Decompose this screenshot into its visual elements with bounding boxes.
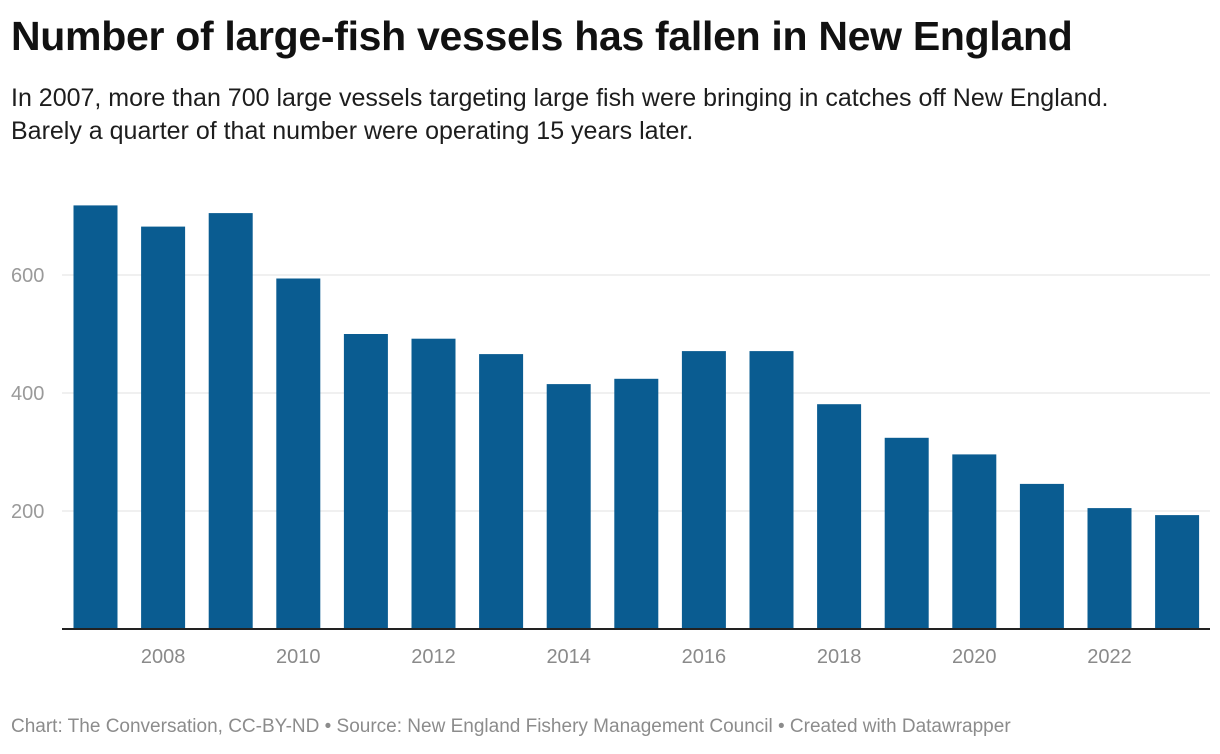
x-tick-label: 2008 xyxy=(141,646,186,668)
bar-2011 xyxy=(343,334,388,629)
bar-2016 xyxy=(681,351,726,629)
bar-2015 xyxy=(614,378,659,629)
x-tick-label: 2018 xyxy=(817,646,862,668)
bars xyxy=(73,205,1200,629)
x-tick-label: 2020 xyxy=(952,646,997,668)
x-axis-ticks: 2008 2010 2012 2014 2016 2018 2020 2022 xyxy=(141,646,1132,668)
chart-subtitle: In 2007, more than 700 large vessels tar… xyxy=(11,84,1109,145)
y-tick-label: 600 xyxy=(11,265,44,287)
y-axis-ticks: 200 400 600 xyxy=(11,265,44,523)
bar-2014 xyxy=(546,384,591,629)
bar-2008 xyxy=(141,226,186,629)
x-tick-label: 2012 xyxy=(411,646,456,668)
bar-2007 xyxy=(73,205,118,629)
bar-2013 xyxy=(479,354,524,629)
bar-2023 xyxy=(1155,515,1200,629)
bar-2010 xyxy=(276,278,321,629)
bar-2018 xyxy=(817,404,862,629)
x-tick-label: 2010 xyxy=(276,646,321,668)
chart-title: Number of large-fish vessels has fallen … xyxy=(11,13,1073,59)
bar-2019 xyxy=(884,437,929,629)
x-tick-label: 2016 xyxy=(682,646,727,668)
bar-2017 xyxy=(749,351,794,629)
bar-2021 xyxy=(1019,483,1064,629)
bar-2020 xyxy=(952,454,997,629)
bar-2022 xyxy=(1087,508,1132,629)
chart-footer-credit: Chart: The Conversation, CC-BY-ND • Sour… xyxy=(11,716,1011,737)
bar-2012 xyxy=(411,338,456,629)
x-tick-label: 2022 xyxy=(1087,646,1132,668)
x-tick-label: 2014 xyxy=(546,646,591,668)
bar-2009 xyxy=(208,213,253,629)
y-tick-label: 400 xyxy=(11,383,44,405)
y-tick-label: 200 xyxy=(11,501,44,523)
